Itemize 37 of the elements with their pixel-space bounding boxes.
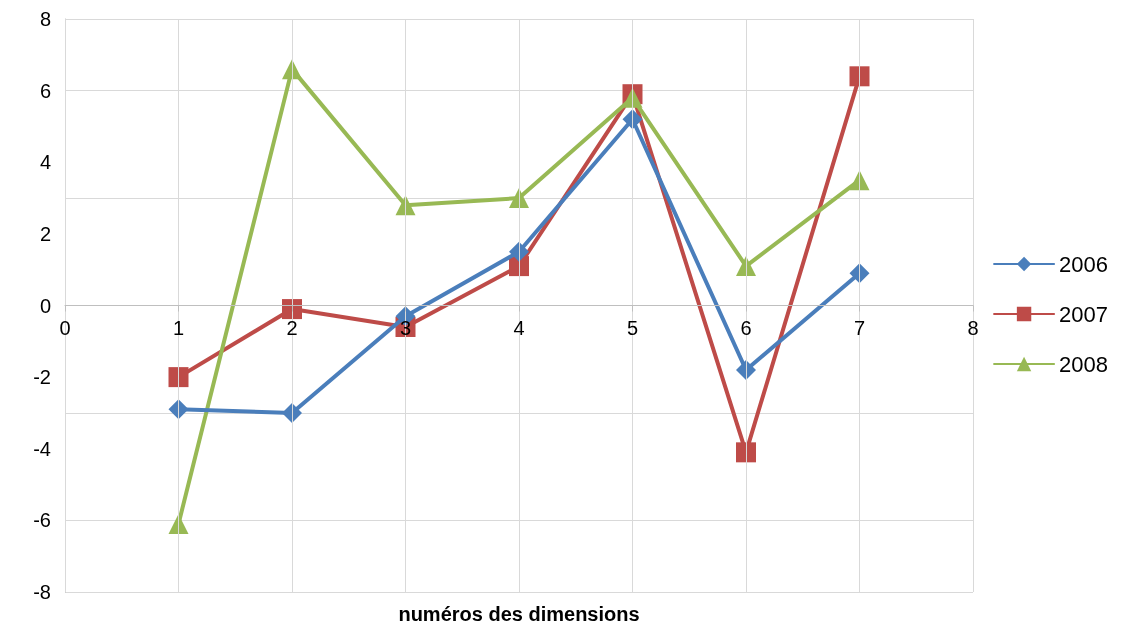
x-tick-label: 0 xyxy=(59,316,71,339)
y-tick-label: 8 xyxy=(39,8,51,30)
x-tick-label: 4 xyxy=(513,316,525,339)
point xyxy=(509,188,529,209)
x-tick-label: 2 xyxy=(286,316,298,339)
point xyxy=(168,513,189,534)
x-tick-label: 5 xyxy=(626,316,639,339)
point xyxy=(168,399,189,420)
x-tick-label: 8 xyxy=(967,316,979,339)
point xyxy=(395,195,416,216)
y-tick-label: 4 xyxy=(39,151,51,174)
point xyxy=(736,442,756,463)
y-tick-label: -4 xyxy=(33,437,51,460)
point xyxy=(736,359,756,380)
point xyxy=(282,402,302,423)
y-tick-label: -2 xyxy=(33,366,51,389)
x-axis-title: numéros des dimensions xyxy=(398,603,640,625)
legend-label: 2007 xyxy=(1059,301,1109,327)
y-tick-label: -6 xyxy=(33,509,51,532)
point xyxy=(282,299,302,320)
legend-label: 2008 xyxy=(1059,351,1109,377)
y-tick-label: 0 xyxy=(39,294,51,317)
y-tick-label: 2 xyxy=(39,222,51,245)
point xyxy=(849,66,870,87)
point xyxy=(736,256,756,277)
y-tick-label: 6 xyxy=(39,79,51,102)
point xyxy=(509,241,529,262)
point xyxy=(849,263,870,284)
x-tick-label: 1 xyxy=(172,316,185,339)
legend-label: 2006 xyxy=(1059,251,1109,277)
x-tick-label: 6 xyxy=(740,316,752,339)
y-tick-label: -8 xyxy=(33,581,51,603)
x-tick-label: 7 xyxy=(853,316,866,339)
point xyxy=(622,109,643,130)
point xyxy=(849,170,870,191)
point xyxy=(168,367,189,388)
point xyxy=(282,59,302,80)
